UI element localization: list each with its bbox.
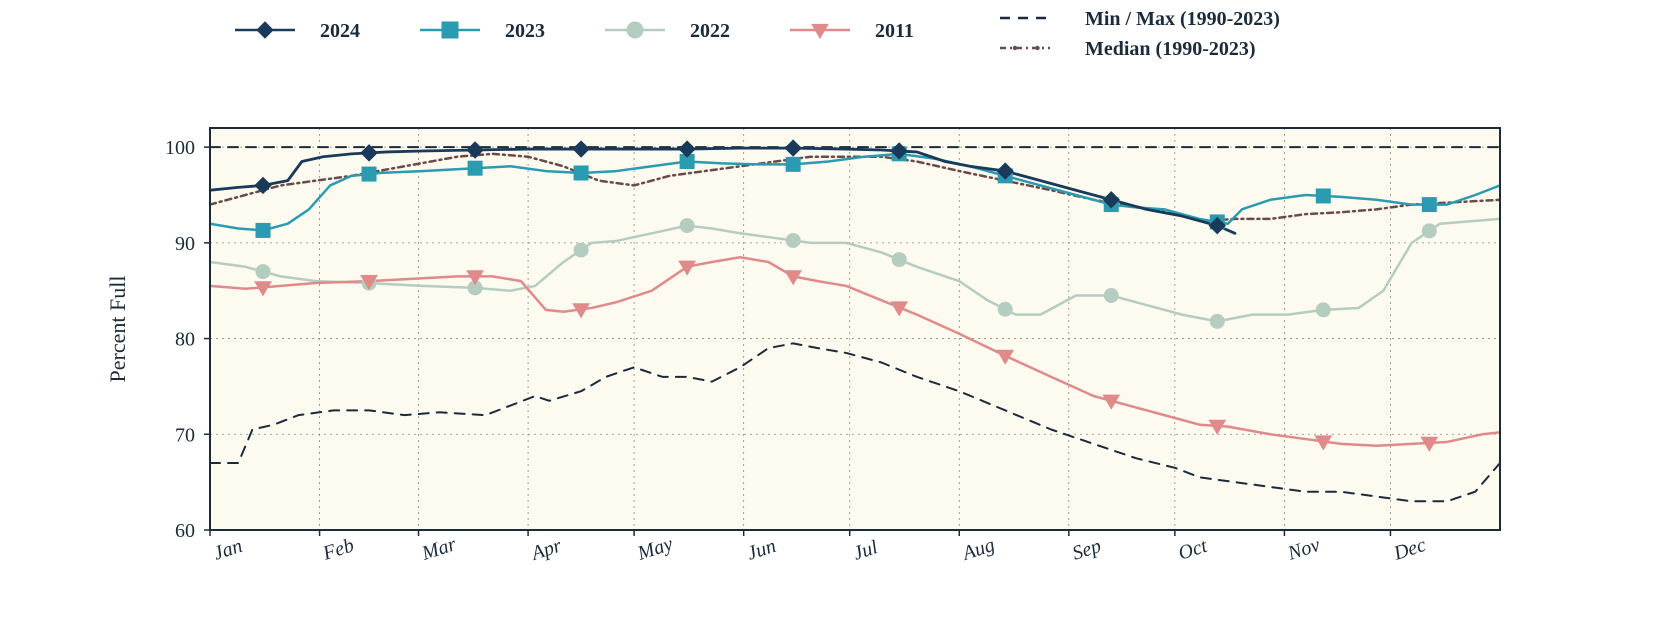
svg-text:Jan: Jan	[211, 535, 245, 565]
svg-text:Percent Full: Percent Full	[105, 276, 130, 383]
svg-text:Apr: Apr	[527, 534, 564, 565]
svg-text:2022: 2022	[690, 20, 730, 42]
svg-text:Aug: Aug	[958, 534, 997, 565]
svg-text:90: 90	[175, 233, 195, 255]
svg-text:Jun: Jun	[744, 535, 778, 565]
svg-text:2023: 2023	[505, 20, 545, 42]
svg-text:60: 60	[175, 520, 195, 542]
reservoir-percent-full-chart: 60 70 80 90 100 Jan Feb Mar Apr May Jun Jul Aug Sep Oc…	[0, 0, 1680, 630]
chart-svg: 60 70 80 90 100 Jan Feb Mar Apr May Jun Jul Aug Sep Oc…	[0, 0, 1680, 630]
svg-text:Nov: Nov	[1284, 534, 1323, 565]
svg-text:Oct: Oct	[1176, 535, 1211, 565]
svg-text:100: 100	[165, 137, 195, 159]
svg-text:80: 80	[175, 329, 195, 351]
svg-text:Mar: Mar	[418, 533, 459, 565]
svg-text:Dec: Dec	[1390, 534, 1428, 565]
svg-text:May: May	[634, 533, 676, 565]
svg-text:2024: 2024	[320, 20, 360, 42]
svg-text:Median (1990-2023): Median (1990-2023)	[1085, 38, 1256, 60]
svg-text:Feb: Feb	[319, 534, 356, 565]
svg-text:Sep: Sep	[1070, 535, 1104, 565]
svg-text:2011: 2011	[875, 20, 914, 42]
svg-text:70: 70	[175, 424, 195, 446]
svg-text:Min / Max (1990-2023): Min / Max (1990-2023)	[1085, 8, 1280, 30]
svg-text:Jul: Jul	[850, 536, 880, 565]
